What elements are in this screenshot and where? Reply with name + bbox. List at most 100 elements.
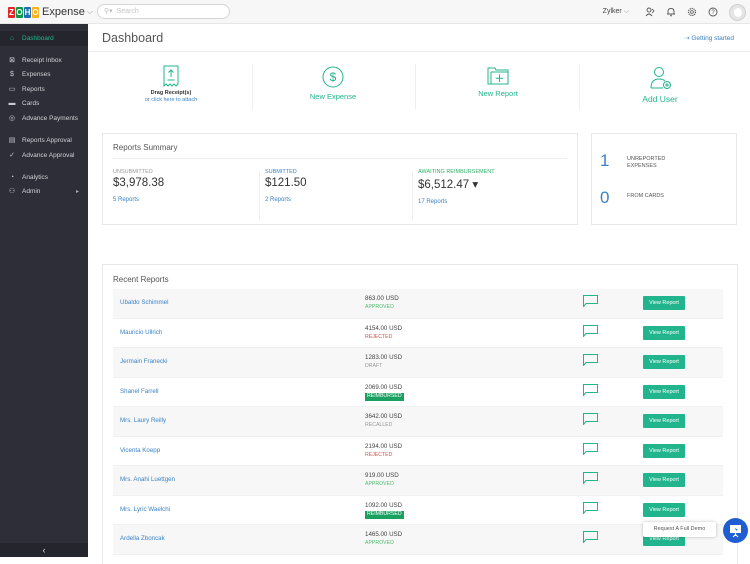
report-amount: 863.00 USD — [365, 295, 399, 302]
awaiting-reimbursement-amount[interactable]: $6,512.47 ▾ — [418, 179, 479, 191]
sidebar-item-receipt-inbox[interactable]: ⊠ Receipt Inbox — [0, 53, 88, 68]
view-report-button[interactable]: View Report — [643, 414, 685, 428]
gear-icon[interactable] — [687, 7, 697, 17]
awaiting-reports-link[interactable]: 17 Reports — [418, 199, 448, 205]
app-logo[interactable]: Z O H O Expense ⌵ — [8, 5, 93, 19]
sidebar-item-label: Expenses — [22, 71, 51, 78]
status-badge: APPROVED — [365, 304, 394, 310]
comment-icon[interactable] — [583, 383, 598, 396]
view-report-button[interactable]: View Report — [643, 473, 685, 487]
search-input[interactable]: ⚲▾ Search — [97, 4, 230, 19]
view-report-button[interactable]: View Report — [643, 384, 685, 399]
submitted-reports-link[interactable]: 2 Reports — [265, 197, 292, 203]
divider — [259, 172, 260, 220]
upload-receipt-icon — [163, 65, 179, 87]
sidebar-item-analytics[interactable]: ◔ Analytics — [0, 170, 88, 185]
collapse-sidebar-button[interactable]: ‹ — [0, 543, 88, 557]
top-bar: Z O H O Expense ⌵ ⚲▾ Search Zylker ⌵ ? — [0, 0, 750, 24]
from-cards-count[interactable]: 0 — [600, 188, 610, 207]
view-report-button[interactable]: View Report — [643, 443, 685, 458]
comment-icon[interactable] — [583, 295, 598, 307]
report-owner-link[interactable]: Mauricio Ullrich — [120, 328, 163, 336]
report-amount: 2069.00 USD — [365, 383, 403, 391]
sidebar-item-advance-approval[interactable]: ✓ Advance Approval — [0, 148, 88, 163]
view-report-button[interactable]: View Report — [643, 355, 685, 369]
sidebar-item-label: Reports Approval — [22, 137, 72, 144]
avatar[interactable] — [729, 3, 746, 21]
status-badge: REJECTED — [365, 451, 393, 458]
recent-reports-title: Recent Reports — [113, 275, 169, 284]
report-owner-link[interactable]: Mrs. Anahi Luettgen — [120, 476, 176, 483]
sidebar-item-admin[interactable]: ⚇ Admin ▸ — [0, 184, 88, 199]
divider — [412, 172, 413, 220]
report-owner-link[interactable]: Vicenta Koepp — [120, 446, 161, 454]
comment-icon[interactable] — [583, 472, 598, 484]
status-badge: REIMBURSED — [365, 510, 404, 519]
sidebar-item-label: Cards — [22, 100, 40, 107]
report-amount: 1465.00 USD — [365, 531, 403, 538]
click-to-attach-link[interactable]: or click here to attach — [144, 97, 198, 103]
comment-icon[interactable] — [583, 531, 598, 543]
view-report-button[interactable]: View Report — [643, 325, 685, 340]
request-demo-tooltip[interactable]: Request A Full Demo — [643, 522, 716, 537]
request-demo-button[interactable] — [723, 518, 748, 543]
dollar-circle-icon: $ — [322, 66, 344, 88]
add-user-label: Add User — [642, 94, 678, 104]
sidebar-item-label: Advance Payments — [22, 115, 79, 122]
getting-started-link[interactable]: ⇢ Getting started — [684, 34, 734, 42]
report-owner-link[interactable]: Ubaldo Schimmel — [120, 299, 169, 306]
sidebar-item-reports-approval[interactable]: ▤ Reports Approval — [0, 133, 88, 148]
logo-letter: O — [16, 6, 23, 18]
unsubmitted-reports-link[interactable]: 5 Reports — [113, 197, 140, 203]
unsubmitted-amount: $3,978.38 — [113, 177, 165, 189]
drag-receipts-dropzone[interactable]: Drag Receipt(s) or click here to attach — [138, 65, 204, 103]
report-owner-link[interactable]: Mrs. Lyric Waelchi — [120, 505, 171, 513]
unsubmitted-label: UNSUBMITTED — [113, 169, 153, 175]
report-owner-link[interactable]: Ardella Zboncak — [120, 535, 165, 542]
unsubmitted-column: UNSUBMITTED $3,978.38 5 Reports — [113, 169, 164, 203]
table-row: Ardella Zboncak 1465.00 USD APPROVED Vie… — [113, 525, 723, 555]
sidebar-item-label: Receipt Inbox — [22, 57, 62, 64]
sidebar-item-expenses[interactable]: $ Expenses — [0, 67, 88, 82]
sidebar-item-dashboard[interactable]: ⌂ Dashboard — [0, 31, 88, 46]
sidebar-item-cards[interactable]: ▬ Cards — [0, 96, 88, 111]
add-user-button[interactable]: Add User — [620, 66, 700, 104]
new-expense-button[interactable]: $ New Expense — [293, 66, 373, 101]
sidebar-item-label: Dashboard — [22, 35, 54, 42]
report-owner-link[interactable]: Jermain Franecki — [120, 358, 168, 365]
view-report-button[interactable]: View Report — [643, 296, 685, 310]
sidebar-item-advance-payments[interactable]: ◎ Advance Payments — [0, 111, 88, 126]
report-amount: 1283.00 USD — [365, 354, 403, 361]
chevron-down-icon[interactable]: ⌵ — [86, 7, 93, 16]
arrow-icon: ⇢ — [684, 35, 690, 42]
divider — [579, 64, 580, 110]
report-owner-link[interactable]: Mrs. Laury Reilly — [120, 417, 167, 424]
drag-receipts-title: Drag Receipt(s) — [150, 90, 192, 96]
new-report-button[interactable]: New Report — [458, 67, 538, 98]
status-badge: APPROVED — [365, 481, 394, 487]
awaiting-reimbursement-column: AWAITING REIMBURSEMENT $6,512.47 ▾ 17 Re… — [418, 169, 495, 205]
comment-icon[interactable] — [583, 354, 598, 366]
org-switcher[interactable]: Zylker ⌵ — [603, 8, 629, 16]
logo-letter: O — [32, 6, 39, 18]
divider — [88, 51, 750, 52]
users-switch-icon[interactable] — [645, 7, 655, 17]
awaiting-reimbursement-label: AWAITING REIMBURSEMENT — [418, 169, 495, 175]
table-row: Ubaldo Schimmel 863.00 USD APPROVED View… — [113, 289, 723, 319]
unreported-count[interactable]: 1 — [600, 151, 610, 170]
divider — [113, 158, 567, 159]
report-owner-link[interactable]: Shanel Farrell — [120, 387, 159, 395]
bell-icon[interactable] — [666, 7, 676, 17]
report-amount: 2194.00 USD — [365, 442, 403, 450]
view-report-button[interactable]: View Report — [643, 502, 685, 517]
logo-letter: H — [24, 6, 31, 18]
comment-icon[interactable] — [583, 501, 598, 514]
search-icon: ⚲▾ — [104, 8, 113, 15]
comment-icon[interactable] — [583, 413, 598, 425]
submitted-amount: $121.50 — [265, 177, 307, 189]
search-placeholder: Search — [116, 8, 139, 15]
comment-icon[interactable] — [583, 324, 598, 337]
comment-icon[interactable] — [583, 442, 598, 455]
help-icon[interactable]: ? — [708, 7, 718, 17]
sidebar-item-reports[interactable]: ▭ Reports — [0, 82, 88, 97]
